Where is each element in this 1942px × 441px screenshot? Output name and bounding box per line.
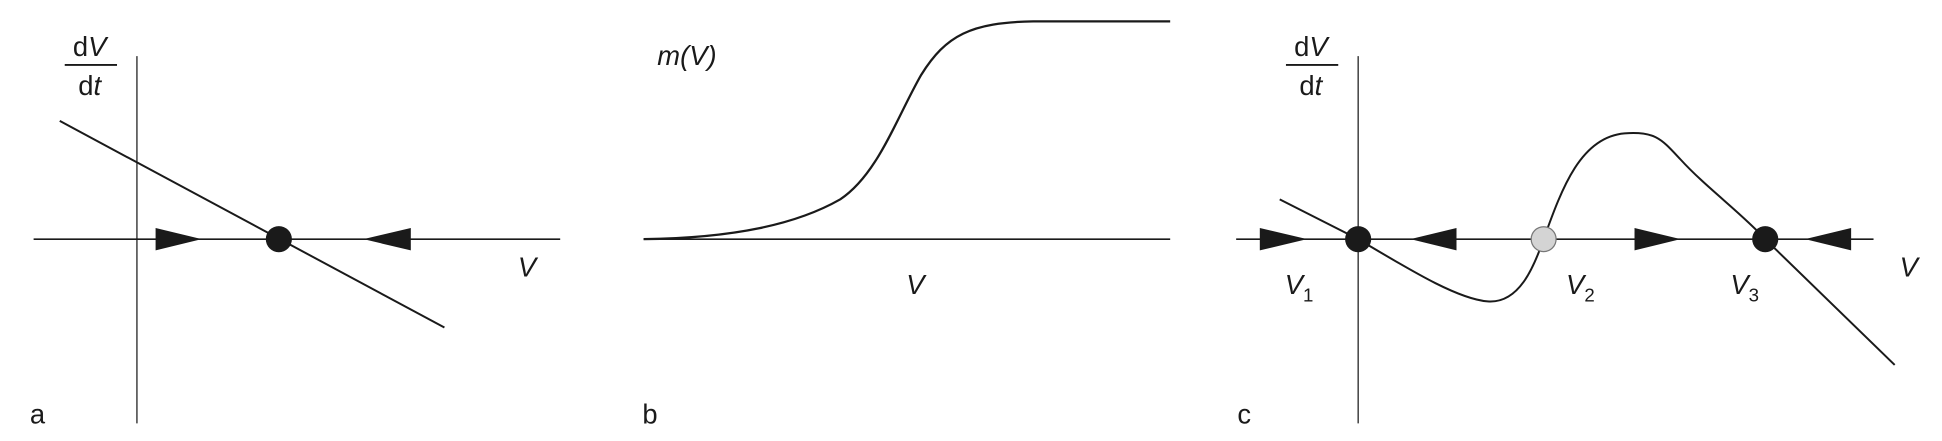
v2-label: V2 (1566, 269, 1595, 305)
arrow-right-icon (1259, 227, 1308, 251)
stable-fixed-point-v1 (1345, 226, 1372, 253)
sigmoid-curve (643, 20, 1171, 241)
stable-fixed-point-v3 (1752, 226, 1779, 253)
panel-b: m(V) V b (642, 20, 1171, 429)
y-label-denominator: dt (78, 70, 102, 101)
arrow-left-icon (363, 227, 411, 251)
panel-letter: b (642, 398, 657, 429)
unstable-fixed-point-v2 (1530, 226, 1557, 253)
v3-label: V3 (1730, 269, 1759, 305)
x-label: V (906, 269, 927, 300)
linear-dvdt-line (59, 120, 445, 329)
stable-fixed-point (265, 226, 292, 253)
y-label-numerator: dV (1294, 31, 1330, 62)
panel-letter: a (30, 398, 46, 429)
panel-c: dV dt V1 V2 V3 V c (1236, 31, 1921, 429)
v1-label: V1 (1285, 269, 1314, 305)
cubic-dvdt-curve (1279, 131, 1896, 366)
panel-a: dV dt V a (30, 31, 561, 429)
y-label-numerator: dV (73, 31, 109, 62)
arrow-right-icon (155, 227, 202, 251)
y-label: m(V) (657, 40, 716, 71)
arrow-right-icon (1634, 227, 1681, 251)
panel-letter: c (1237, 398, 1251, 429)
y-label-denominator: dt (1299, 70, 1323, 101)
x-label: V (1900, 252, 1921, 283)
arrow-left-icon (1410, 227, 1457, 251)
arrow-left-icon (1805, 227, 1852, 251)
x-label: V (518, 252, 539, 283)
